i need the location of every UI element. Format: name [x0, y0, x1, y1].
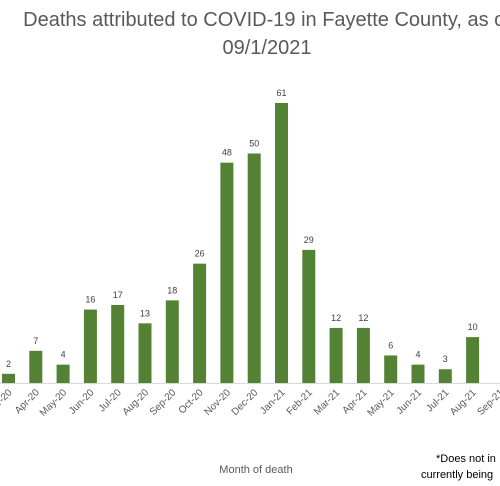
data-label-Sep-20: 18 — [167, 285, 177, 295]
data-label-Feb-21: 29 — [304, 235, 314, 245]
x-tick-label-Dec-20: Dec-20 — [230, 387, 261, 418]
x-tick-label-Aug-21: Aug-21 — [448, 387, 479, 418]
bar-Feb-21 — [302, 249, 316, 383]
bar-Jul-21 — [438, 369, 452, 383]
bar-Aug-20 — [138, 323, 152, 383]
bar-Apr-21 — [356, 327, 370, 383]
data-label-Apr-20: 7 — [33, 336, 38, 346]
x-tick-label-Mar-21: Mar-21 — [312, 387, 342, 417]
bar-May-20 — [56, 364, 70, 383]
data-label-Jul-21: 3 — [443, 354, 448, 364]
data-label-Mar-21: 12 — [331, 313, 341, 323]
x-tick-label-Aug-20: Aug-20 — [121, 387, 152, 418]
bar-Sep-20 — [165, 300, 179, 383]
data-label-Nov-20: 48 — [222, 148, 232, 158]
x-tick-label-Jan-21: Jan-21 — [258, 387, 288, 417]
data-label-Dec-20: 50 — [249, 138, 259, 148]
x-tick-label-May-21: May-21 — [365, 387, 397, 419]
bar-Mar-21 — [329, 327, 343, 383]
data-label-Apr-21: 12 — [358, 313, 368, 323]
x-tick-label-Sep-21: Sep-21 — [475, 387, 500, 418]
data-label-May-20: 4 — [61, 350, 66, 360]
x-tick-label-Feb-21: Feb-21 — [285, 387, 315, 417]
bar-Jun-20 — [83, 309, 97, 383]
x-tick-label-Oct-20: Oct-20 — [177, 387, 206, 416]
x-tick-label-Jun-21: Jun-21 — [395, 387, 425, 417]
data-label-Jan-21: 61 — [276, 88, 286, 98]
chart-title-line-1: Deaths attributed to COVID-19 in Fayette… — [23, 9, 500, 31]
data-label-Jul-20: 17 — [113, 290, 123, 300]
data-label-Aug-21: 10 — [468, 322, 478, 332]
bar-Oct-20 — [193, 263, 207, 383]
data-label-Aug-20: 13 — [140, 308, 150, 318]
bar-May-21 — [384, 355, 398, 383]
data-label-Jun-21: 4 — [415, 350, 420, 360]
chart-title-line-2: 09/1/2021 — [223, 37, 312, 59]
x-tick-label-Sep-20: Sep-20 — [148, 387, 179, 418]
bar-Jan-21 — [275, 103, 288, 383]
x-axis-label: Month of death — [219, 464, 292, 476]
x-tick-label-Jun-20: Jun-20 — [67, 387, 97, 417]
bar-Jul-20 — [111, 304, 125, 383]
data-label-Oct-20: 26 — [195, 249, 205, 259]
bar-Apr-20 — [29, 350, 43, 383]
bar-Aug-21 — [466, 337, 480, 383]
x-tick-label-Nov-20: Nov-20 — [202, 387, 233, 418]
x-tick-label-May-20: May-20 — [38, 387, 70, 419]
footnote-line-2: currently being — [421, 469, 493, 481]
footnote-line-1: *Does not in — [436, 453, 496, 465]
bar-Nov-20 — [220, 162, 234, 383]
data-label-May-21: 6 — [388, 340, 393, 350]
bar-Mar-20 — [2, 373, 15, 383]
data-label-Jun-20: 16 — [85, 295, 95, 305]
bar-Jun-21 — [411, 364, 425, 383]
plot-area: 2Mar-207Apr-204May-2016Jun-2017Jul-2013A… — [0, 88, 500, 419]
x-tick-label-Mar-20: Mar-20 — [0, 387, 15, 417]
data-label-Mar-20: 2 — [6, 359, 11, 369]
bar-Dec-20 — [247, 153, 261, 383]
